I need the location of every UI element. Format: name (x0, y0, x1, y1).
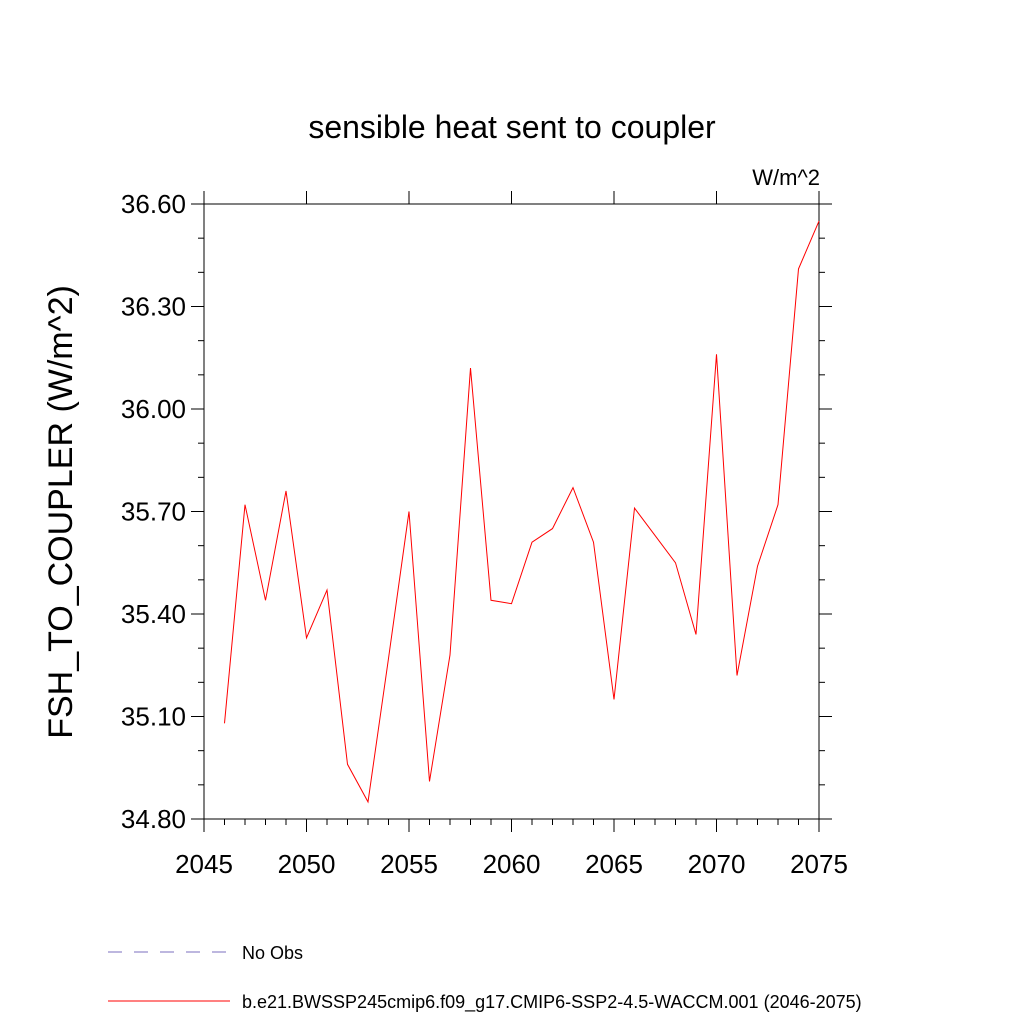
chart-title: sensible heat sent to coupler (308, 109, 716, 145)
x-tick-label: 2060 (483, 849, 541, 879)
x-tick-label: 2070 (688, 849, 746, 879)
x-tick-label: 2055 (380, 849, 438, 879)
tick-labels: 2045 2050 2055 2060 2065 2070 2075 34.80 35.10 35… (121, 189, 848, 879)
series-group (224, 220, 820, 804)
y-tick-label: 36.00 (121, 394, 186, 424)
y-tick-label: 35.70 (121, 497, 186, 527)
legend-no-obs-label: No Obs (242, 943, 303, 963)
legend-series-label: b.e21.BWSSP245cmip6.f09_g17.CMIP6-SSP2-4… (242, 992, 862, 1013)
x-tick-label: 2065 (585, 849, 643, 879)
y-tick-label: 35.10 (121, 702, 186, 732)
x-tick-label: 2050 (278, 849, 336, 879)
units-label: W/m^2 (752, 165, 820, 190)
x-tick-label: 2045 (175, 849, 233, 879)
y-tick-label: 36.60 (121, 189, 186, 219)
x-tick-label: 2075 (790, 849, 848, 879)
y-tick-label: 35.40 (121, 599, 186, 629)
y-tick-label: 34.80 (121, 804, 186, 834)
y-axis-label: FSH_TO_COUPLER (W/m^2) (42, 285, 80, 739)
axis-ticks (191, 191, 832, 832)
y-tick-label: 36.30 (121, 292, 186, 322)
series-line (224, 220, 820, 804)
